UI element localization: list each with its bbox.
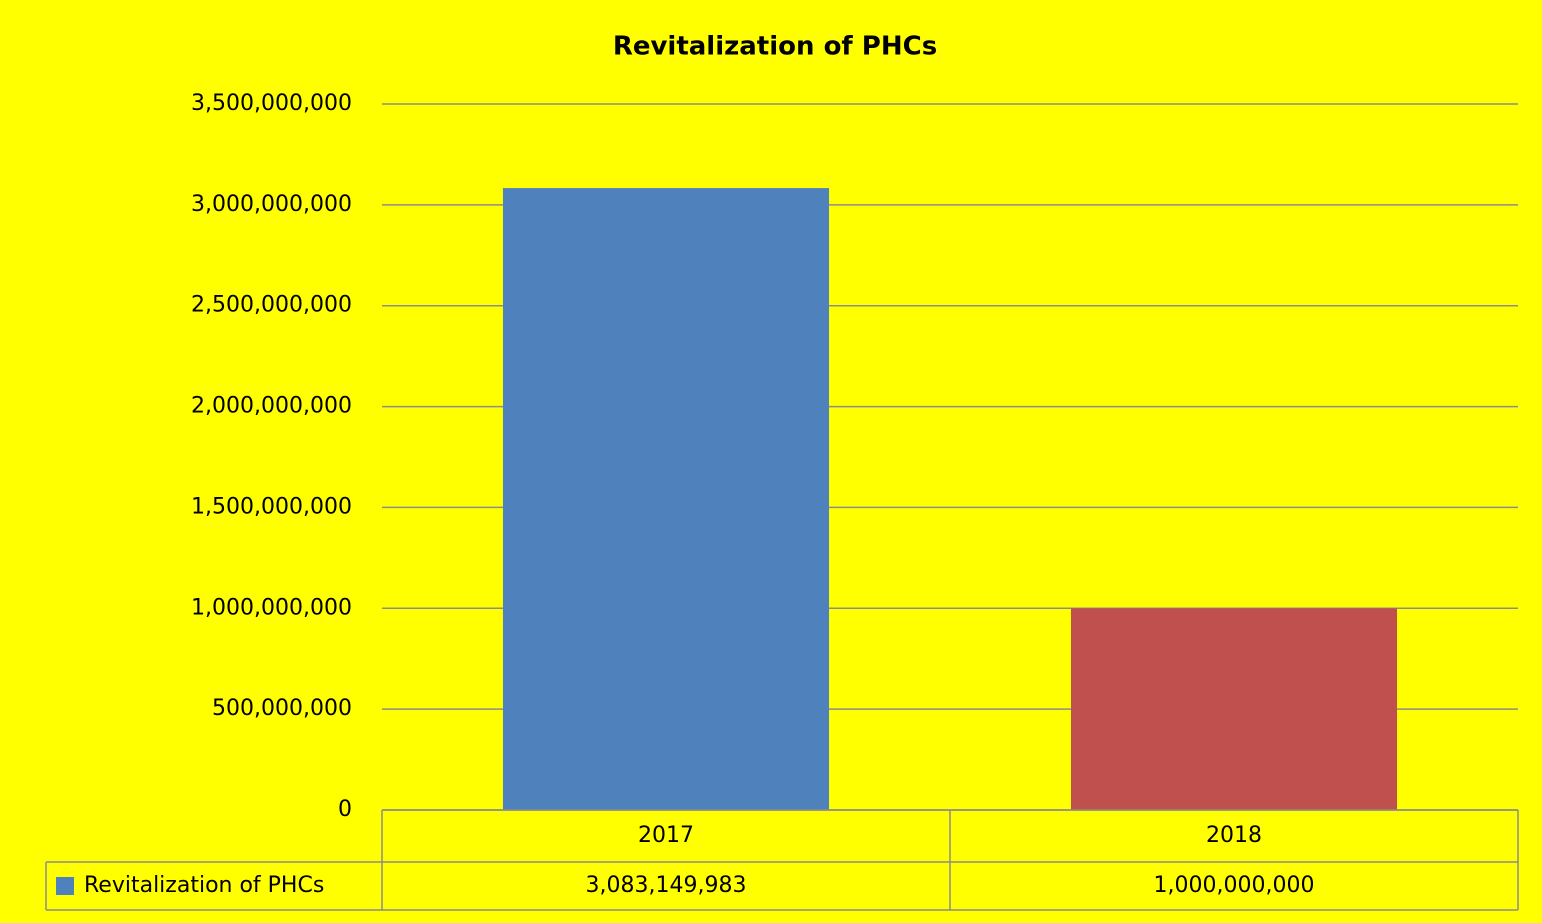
y-tick-label: 1,500,000,000 [191,494,352,519]
legend-label: Revitalization of PHCs [84,873,324,898]
y-tick-label: 500,000,000 [212,696,352,721]
x-tick-label: 2018 [1206,823,1262,848]
bar [502,188,830,811]
chart-title: Revitalization of PHCs [613,32,937,62]
y-tick-label: 2,500,000,000 [191,293,352,318]
y-tick-label: 1,000,000,000 [191,595,352,620]
legend-key [56,877,74,895]
table-value: 3,083,149,983 [586,873,747,898]
y-tick-label: 3,000,000,000 [191,192,352,217]
y-tick-label: 0 [338,797,352,822]
y-tick-label: 2,000,000,000 [191,394,352,419]
y-tick-label: 3,500,000,000 [191,91,352,116]
x-tick-label: 2017 [638,823,694,848]
table-value: 1,000,000,000 [1154,873,1315,898]
bar [1070,608,1398,810]
